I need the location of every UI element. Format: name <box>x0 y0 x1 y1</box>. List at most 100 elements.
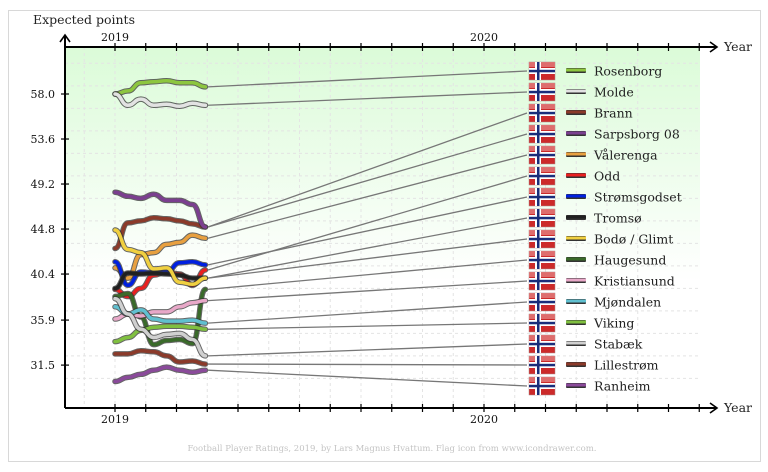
legend-swatch-fill <box>566 299 586 303</box>
legend-swatch-fill <box>566 68 586 72</box>
legend-item: Strømsgodset <box>528 187 682 207</box>
norway-flag-icon <box>528 292 556 312</box>
legend-swatch-fill <box>566 152 586 156</box>
y-tick-label: 40.4 <box>31 268 56 281</box>
series-line-2 <box>113 216 208 251</box>
legend-item: Sarpsborg 08 <box>528 124 680 144</box>
legend-label: Brann <box>594 106 633 121</box>
legend-item: Brann <box>528 103 633 123</box>
legend: Rosenborg Molde Brann Sarpsborg 08 Vålerenga… <box>528 61 682 396</box>
connector-line <box>207 363 528 366</box>
connector-line <box>207 154 528 239</box>
legend-item: Vålerenga <box>528 145 658 165</box>
series-line-14 <box>113 349 208 366</box>
y-tick-label: 31.5 <box>31 359 56 372</box>
norway-flag-icon <box>528 187 556 207</box>
norway-flag-icon <box>528 82 556 102</box>
legend-item: Ranheim <box>528 376 651 396</box>
connector-line <box>207 369 528 387</box>
y-axis-arrow-icon <box>59 33 71 43</box>
series-lines <box>112 77 209 385</box>
connector-line <box>207 259 528 291</box>
legend-item: Kristiansund <box>528 271 675 291</box>
legend-item: Tromsø <box>528 208 642 228</box>
y-tick-label: 44.8 <box>31 223 56 236</box>
connector-line <box>207 175 528 271</box>
series-line-15 <box>113 365 208 384</box>
legend-label: Vålerenga <box>593 148 658 163</box>
legend-swatch-fill <box>566 341 586 345</box>
legend-label: Bodø / Glimt <box>594 232 673 247</box>
legend-item: Haugesund <box>528 250 666 270</box>
connector-line <box>207 343 528 357</box>
axes: Year Year 2019 2020 2019 2020 Expected points 5… <box>31 12 753 426</box>
legend-label: Tromsø <box>594 211 642 226</box>
norway-flag-icon <box>528 250 556 270</box>
x-axis-arrow-icon <box>709 402 719 414</box>
legend-swatch-fill <box>566 131 586 135</box>
x-axis-arrow-icon <box>709 41 719 53</box>
series-line-13 <box>113 296 208 358</box>
legend-swatch-fill <box>566 194 586 198</box>
legend-swatch-fill <box>566 320 586 324</box>
legend-swatch-fill <box>566 173 586 177</box>
legend-item: Lillestrøm <box>528 355 659 375</box>
footer-credit: Football Player Ratings, 2019, by Lars M… <box>187 444 596 454</box>
connector-line <box>207 196 528 266</box>
x-tick-label: 2019 <box>101 31 129 44</box>
legend-label: Mjøndalen <box>594 295 661 310</box>
norway-flag-icon <box>528 208 556 228</box>
legend-label: Rosenborg <box>594 64 662 79</box>
legend-swatch-fill <box>566 257 586 261</box>
series-line-1 <box>113 92 208 109</box>
norway-flag-icon <box>528 229 556 249</box>
x-axis-label: Year <box>723 39 752 54</box>
series-line-4 <box>113 233 208 280</box>
series-line-3 <box>113 190 208 229</box>
series-line-0 <box>113 78 208 96</box>
legend-label: Strømsgodset <box>594 190 682 205</box>
legend-item: Viking <box>528 313 634 333</box>
legend-item: Molde <box>528 82 634 102</box>
norway-flag-icon <box>528 103 556 123</box>
grid <box>65 47 700 408</box>
legend-swatch-fill <box>566 215 586 219</box>
connector-line <box>207 133 528 228</box>
norway-flag-icon <box>528 145 556 165</box>
series-line-9 <box>113 287 208 347</box>
connector-line <box>207 238 528 279</box>
series-line-12 <box>113 324 208 344</box>
legend-swatch-fill <box>566 110 586 114</box>
y-axis-label: Expected points <box>33 12 135 27</box>
legend-label: Kristiansund <box>594 274 675 289</box>
norway-flag-icon <box>528 271 556 291</box>
connector-line <box>207 322 528 330</box>
y-tick-label: 49.2 <box>31 178 56 191</box>
chart-frame <box>8 10 761 462</box>
norway-flag-icon <box>528 166 556 186</box>
legend-swatch-fill <box>566 362 586 366</box>
legend-swatch-fill <box>566 383 586 387</box>
y-tick-label: 53.6 <box>31 133 56 146</box>
legend-label: Odd <box>594 169 620 184</box>
norway-flag-icon <box>528 61 556 81</box>
legend-swatch-fill <box>566 278 586 282</box>
legend-label: Haugesund <box>594 253 666 268</box>
legend-swatch-fill <box>566 89 586 93</box>
norway-flag-icon <box>528 334 556 354</box>
series-line-8 <box>113 228 208 287</box>
x-tick-label: 2020 <box>470 31 498 44</box>
legend-item: Odd <box>528 166 620 186</box>
legend-swatch-fill <box>566 236 586 240</box>
legend-label: Ranheim <box>594 379 651 394</box>
norway-flag-icon <box>528 376 556 396</box>
series-line-7 <box>113 271 208 291</box>
connector-line <box>207 70 528 88</box>
x-axis-label: Year <box>723 400 752 415</box>
legend-label: Stabæk <box>594 337 643 352</box>
legend-item: Mjøndalen <box>528 292 661 312</box>
connector-line <box>207 91 528 106</box>
legend-item: Stabæk <box>528 334 643 354</box>
x-tick-label: 2020 <box>470 413 498 426</box>
